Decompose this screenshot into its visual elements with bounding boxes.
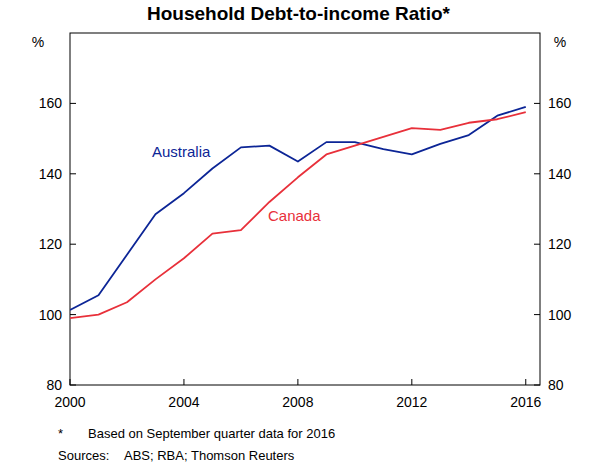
y2-tick-label: 100 <box>548 307 572 323</box>
y-tick <box>70 103 76 104</box>
x-tick-label: 2000 <box>54 394 85 410</box>
y2-tick <box>534 103 540 104</box>
x-tick <box>183 379 184 385</box>
y-tick <box>70 173 76 174</box>
y-tick-label: 100 <box>39 307 63 323</box>
y-tick <box>70 314 76 315</box>
series-line <box>70 112 526 318</box>
y2-tick <box>534 173 540 174</box>
y-tick-label: 160 <box>39 95 63 111</box>
y-tick-label: 140 <box>39 166 63 182</box>
series-label: Australia <box>152 143 211 160</box>
plot-frame <box>70 33 540 385</box>
x-tick <box>411 379 412 385</box>
y2-tick-label: 160 <box>548 95 572 111</box>
x-tick <box>70 379 71 385</box>
title: Household Debt-to-income Ratio* <box>147 3 451 24</box>
x-tick <box>525 379 526 385</box>
source: ABS; RBA; Thomson Reuters <box>124 448 295 463</box>
y2-tick-label: 120 <box>548 236 572 252</box>
y-tick <box>70 385 76 386</box>
y-tick-label: 120 <box>39 236 63 252</box>
y-axis-label: % <box>32 34 44 50</box>
y2-axis-label: % <box>554 34 566 50</box>
series-label: Canada <box>268 207 321 224</box>
y2-tick <box>534 314 540 315</box>
y-tick-label: 80 <box>46 377 62 393</box>
source-label: Sources: <box>58 448 109 463</box>
y2-tick <box>534 385 540 386</box>
footnote-marker: * <box>58 426 63 441</box>
x-tick-label: 2016 <box>510 394 541 410</box>
y2-tick <box>534 244 540 245</box>
x-tick-label: 2004 <box>168 394 199 410</box>
x-tick-label: 2012 <box>396 394 427 410</box>
x-tick-label: 2008 <box>282 394 313 410</box>
y-tick <box>70 244 76 245</box>
series-line <box>70 107 526 310</box>
series-group <box>70 107 526 318</box>
chart: Household Debt-to-income Ratio*%% 80 100 12… <box>0 0 597 468</box>
footnote: Based on September quarter data for 2016 <box>88 426 335 441</box>
y2-tick-label: 80 <box>548 377 564 393</box>
x-tick <box>297 379 298 385</box>
y2-tick-label: 140 <box>548 166 572 182</box>
